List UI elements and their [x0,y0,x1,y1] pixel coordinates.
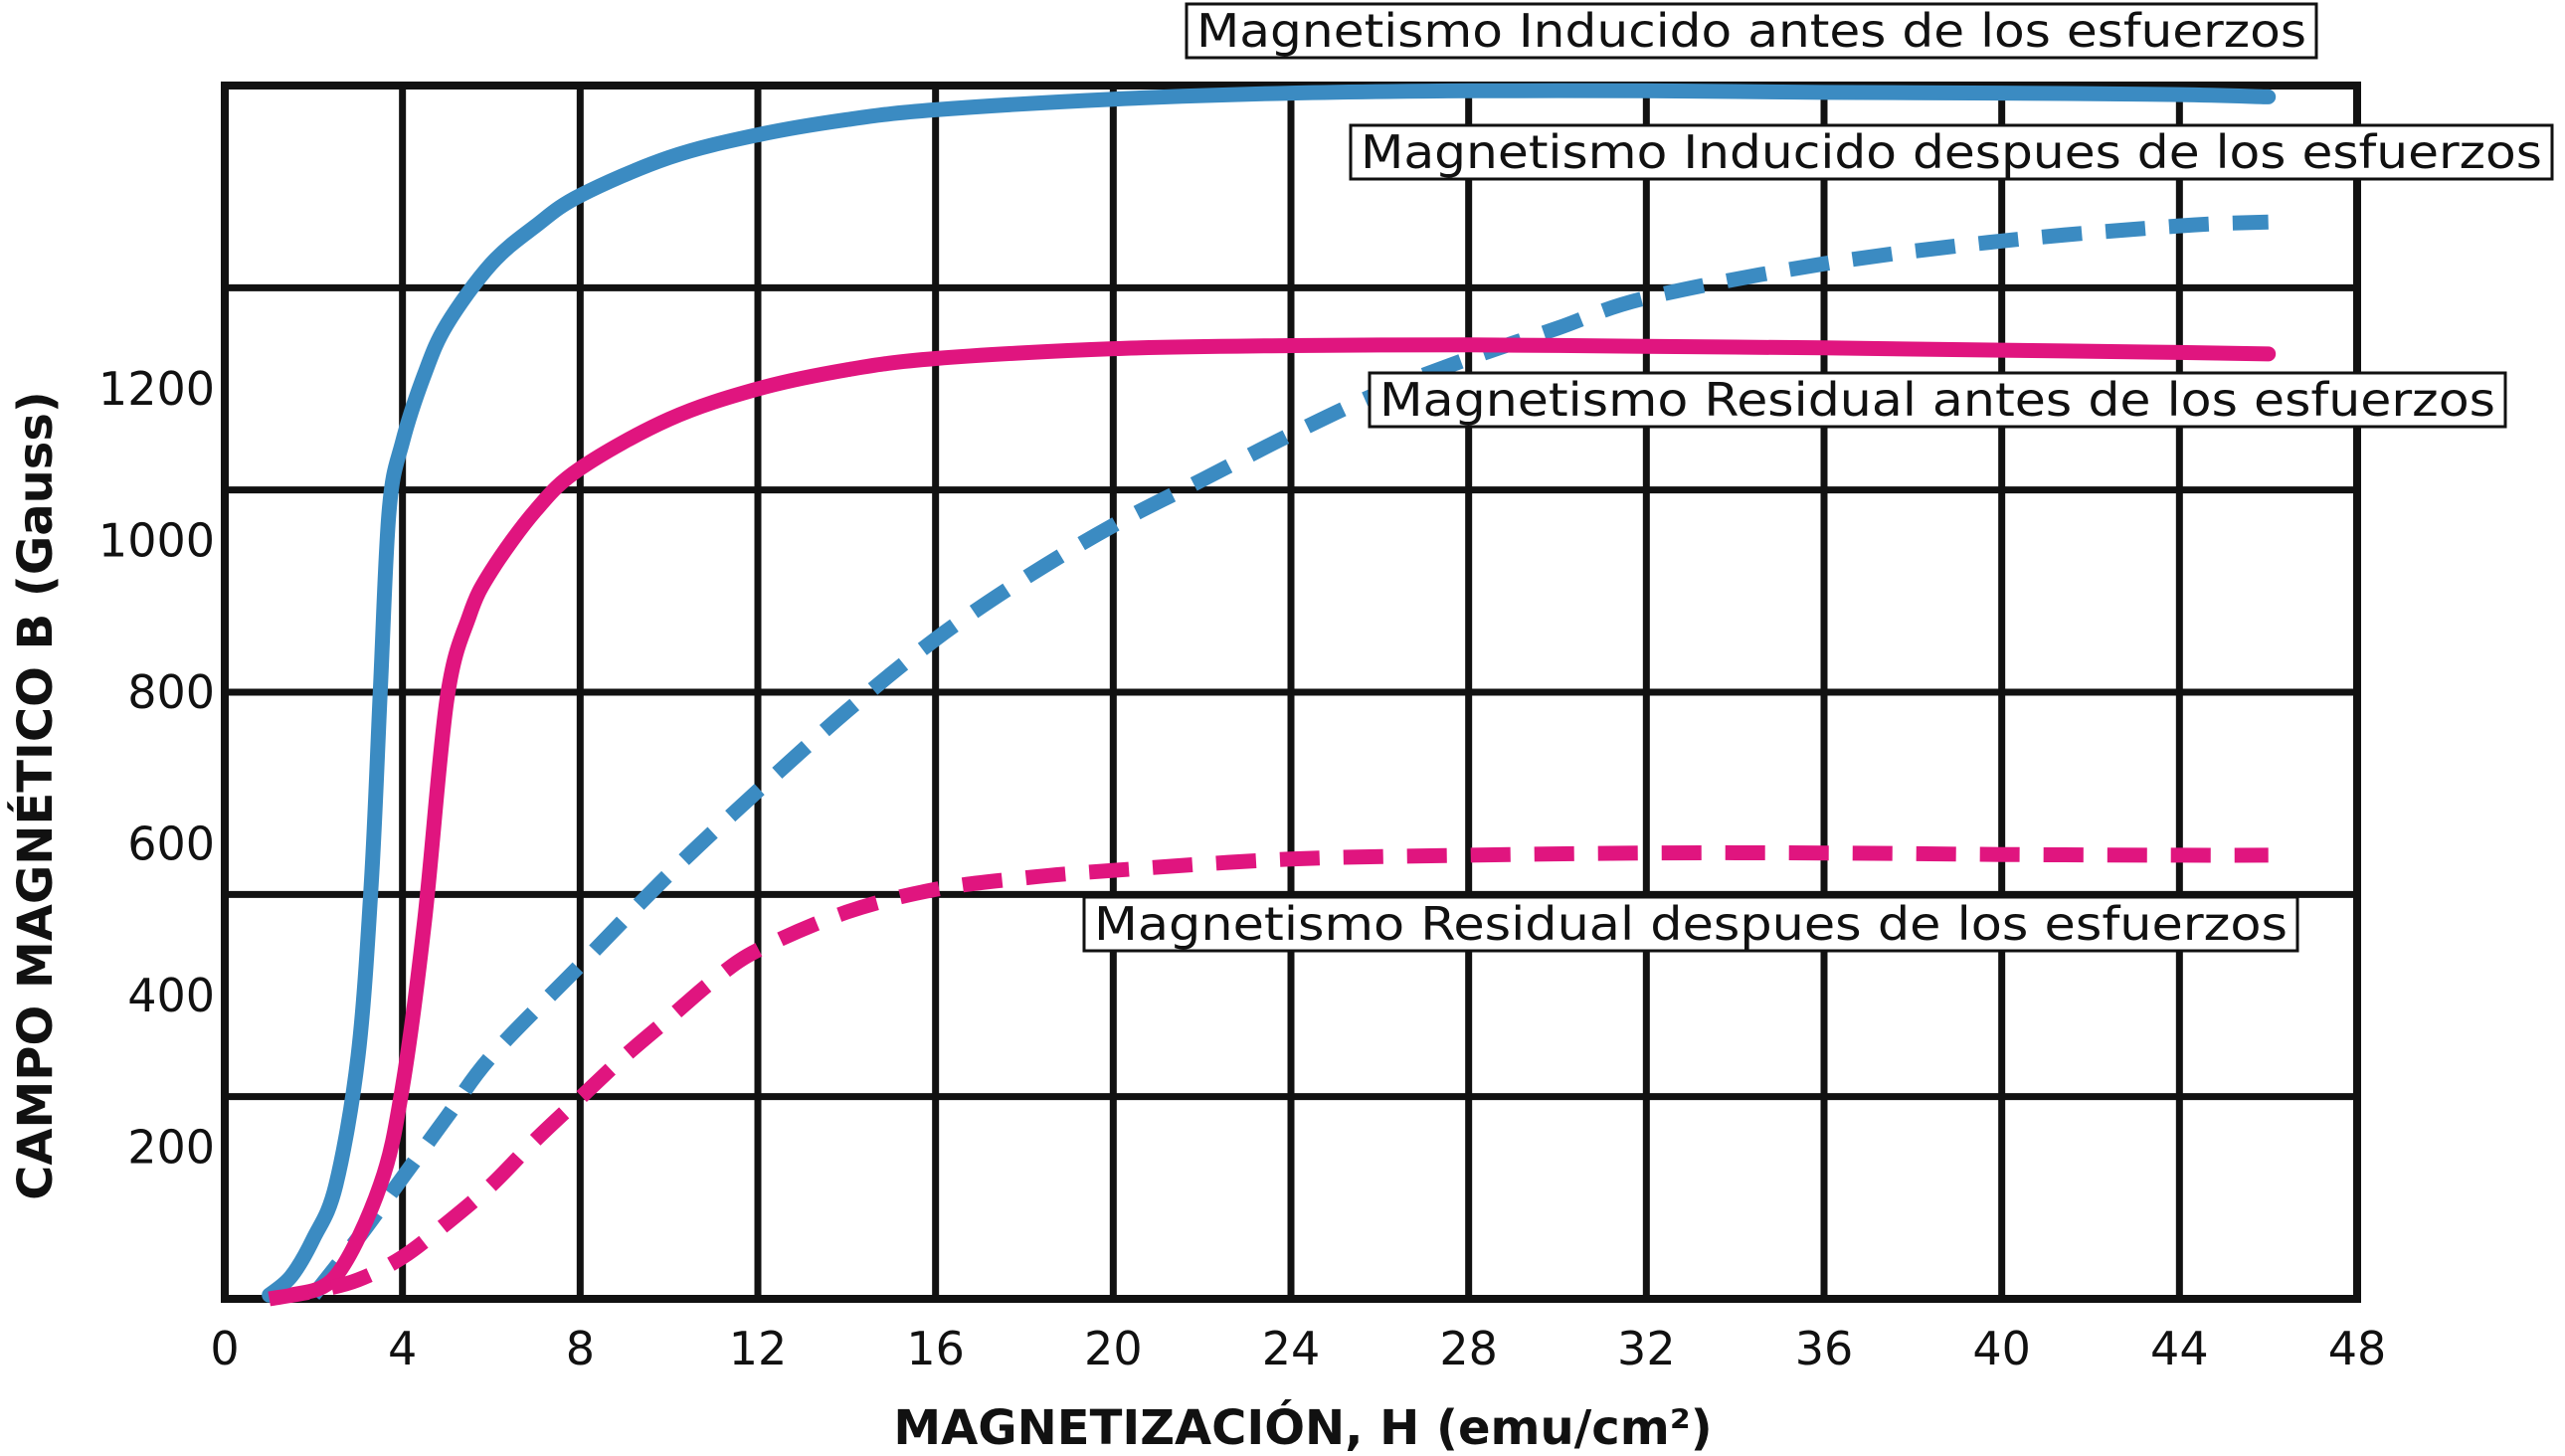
y-tick-label: 600 [127,818,215,871]
series-group [262,83,2277,1307]
legend: Magnetismo Inducido antes de los esfuerz… [1082,2,2554,953]
x-tick-label: 44 [2150,1322,2209,1375]
x-tick-label: 20 [1084,1322,1143,1375]
x-tick-label: 4 [388,1322,417,1375]
x-axis-ticks: 0 4 8 12 16 20 24 28 32 36 40 44 48 [210,1322,2386,1375]
x-axis-title: MAGNETIZACIÓN, H (emu/cm²) [893,1399,1712,1456]
x-tick-label: 16 [906,1322,965,1375]
y-axis-title: CAMPO MAGNÉTICO B (Gauss) [7,391,64,1200]
legend-label: Magnetismo Inducido despues de los esfue… [1361,125,2542,179]
x-tick-label: 32 [1617,1322,1676,1375]
y-tick-label: 400 [127,969,215,1022]
legend-entry-1: Magnetismo Inducido antes de los esfuerz… [1185,2,2318,60]
y-tick-label: 1000 [98,514,215,568]
legend-box [1368,371,2507,429]
legend-entry-2: Magnetismo Inducido despues de los esfue… [1349,123,2554,181]
y-tick-label: 200 [127,1121,215,1175]
grid [221,82,2361,1303]
y-tick-label: 800 [127,665,215,719]
x-tick-label: 24 [1262,1322,1321,1375]
plot-frame [221,82,2361,1303]
y-axis-ticks: 200 400 600 800 1000 1200 [98,362,215,1175]
x-tick-label: 0 [210,1322,239,1375]
y-tick-label: 1200 [98,362,215,416]
x-tick-label: 12 [729,1322,788,1375]
x-tick-label: 48 [2328,1322,2387,1375]
x-tick-label: 8 [566,1322,595,1375]
legend-entry-3: Magnetismo Residual antes de los esfuerz… [1368,371,2507,429]
legend-box [1082,895,2299,953]
series-line-4 [268,844,2269,1307]
x-tick-label: 28 [1439,1322,1498,1375]
legend-label: Magnetismo Inducido antes de los esfuerz… [1196,4,2306,58]
legend-label: Magnetismo Residual antes de los esfuerz… [1379,373,2495,427]
legend-box [1349,123,2554,181]
series-line-3 [283,337,2277,1303]
series-line-2 [307,214,2270,1300]
legend-label: Magnetismo Residual despues de los esfue… [1094,897,2288,951]
legend-entry-4: Magnetismo Residual despues de los esfue… [1082,895,2299,953]
x-tick-label: 40 [1972,1322,2031,1375]
series-line-1 [262,83,2277,1303]
x-tick-label: 36 [1795,1322,1854,1375]
legend-box [1185,2,2318,60]
